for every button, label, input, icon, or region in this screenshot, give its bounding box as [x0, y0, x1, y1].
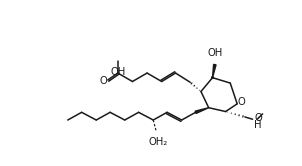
Text: OH: OH [208, 48, 223, 58]
Text: O: O [99, 76, 107, 86]
Text: OH₂: OH₂ [148, 137, 168, 147]
Text: OH: OH [111, 67, 126, 77]
Text: H: H [254, 120, 262, 130]
Text: O: O [254, 114, 262, 124]
Text: O: O [237, 97, 245, 107]
Polygon shape [195, 108, 209, 114]
Polygon shape [213, 64, 216, 78]
